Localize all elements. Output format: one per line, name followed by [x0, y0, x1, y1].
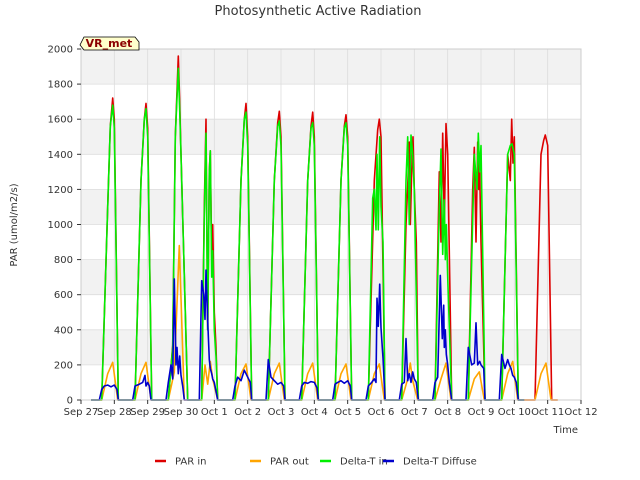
- plot-band: [81, 364, 581, 400]
- x-tick-label: Oct 6: [368, 407, 395, 418]
- legend-label-delta-t-diffuse: Delta-T Diffuse: [403, 457, 477, 468]
- y-tick-label: 1400: [48, 150, 73, 161]
- series-lines: [91, 55, 558, 401]
- chart-title: Photosynthetic Active Radiation: [215, 4, 422, 19]
- legend-label-par-in: PAR in: [175, 457, 206, 468]
- series-line-delta-t-diffuse: [91, 269, 525, 401]
- site-label-badge: VR_met: [79, 36, 140, 51]
- x-tick-label: Sep 27: [64, 407, 99, 418]
- x-tick-label: Oct 5: [334, 407, 361, 418]
- plot-band: [81, 49, 581, 85]
- plot-band: [81, 259, 581, 295]
- y-tick-label: 200: [54, 360, 73, 371]
- plot-band: [81, 84, 581, 120]
- plot-band: [81, 154, 581, 190]
- series-line-delta-t-in: [91, 67, 525, 401]
- plot-background-bands: [81, 49, 581, 400]
- legend-label-delta-t-in: Delta-T in: [340, 457, 388, 468]
- y-tick-label: 2000: [48, 45, 73, 56]
- y-tick-label: 1800: [48, 80, 73, 91]
- x-tick-label: Oct 7: [401, 407, 428, 418]
- x-tick-label: Oct 11: [531, 407, 564, 418]
- y-tick-label: 1200: [48, 185, 73, 196]
- x-tick-label: Oct 1: [201, 407, 228, 418]
- site-label-text: VR_met: [86, 37, 133, 50]
- x-tick-label: Oct 8: [434, 407, 461, 418]
- legend: PAR in PAR out Delta-T in Delta-T Diffuse: [155, 457, 477, 468]
- y-tick-label: 0: [67, 396, 73, 407]
- plot-band: [81, 329, 581, 365]
- x-tick-label: Oct 12: [564, 407, 597, 418]
- y-tick-label: 1000: [48, 220, 73, 231]
- x-tick-label: Oct 9: [468, 407, 495, 418]
- y-axis-label: PAR (umol/m2/s): [9, 183, 20, 266]
- x-tick-label: Oct 4: [301, 407, 328, 418]
- x-tick-label: Sep 29: [130, 407, 165, 418]
- plot-band: [81, 294, 581, 330]
- legend-label-par-out: PAR out: [270, 457, 309, 468]
- y-axis-ticks: 0 200 400 600 800 1000 1200 1400 1600 1800 2000: [48, 45, 81, 407]
- y-tick-label: 400: [54, 325, 73, 336]
- y-tick-label: 800: [54, 255, 73, 266]
- x-tick-label: Sep 28: [97, 407, 132, 418]
- site-label-box: [79, 36, 140, 51]
- plot-band: [81, 119, 581, 155]
- x-tick-label: Oct 2: [234, 407, 261, 418]
- x-tick-label: Oct 3: [268, 407, 295, 418]
- y-tick-label: 1600: [48, 115, 73, 126]
- plot-band: [81, 189, 581, 225]
- plot-band: [81, 224, 581, 260]
- y-tick-label: 600: [54, 290, 73, 301]
- x-tick-label: Sep 30: [164, 407, 199, 418]
- x-tick-label: Oct 10: [498, 407, 531, 418]
- x-axis-label: Time: [553, 425, 578, 436]
